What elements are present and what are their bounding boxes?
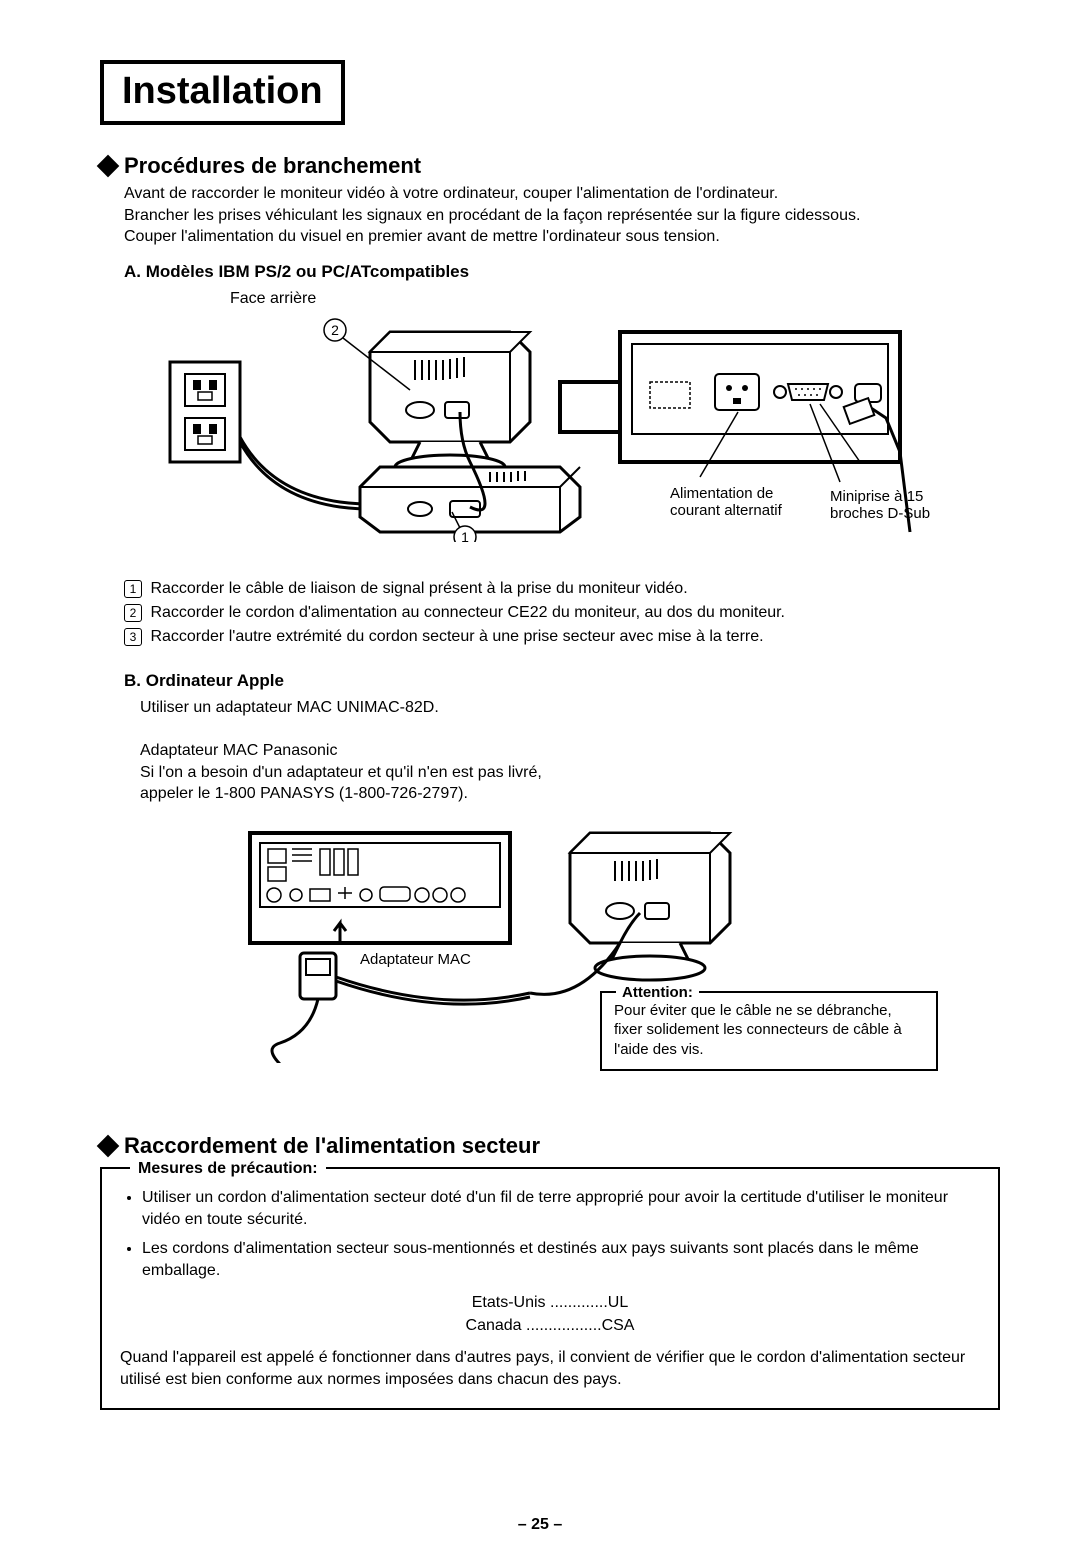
sub-heading-b: B. Ordinateur Apple [124, 671, 1000, 691]
step-num-2: 2 [124, 604, 142, 622]
precaution-label: Mesures de précaution: [130, 1158, 326, 1180]
label-ac-power: Alimentation de courant alternatif [670, 485, 820, 519]
intro-paragraph: Avant de raccorder le moniteur vidéo à v… [124, 183, 1000, 248]
attention-text: Pour éviter que le câble ne se débranche… [614, 1002, 902, 1058]
subB-line1: Utiliser un adaptateur MAC UNIMAC-82D. [140, 699, 439, 716]
precaution-note: Quand l'appareil est appelé é fonctionne… [120, 1347, 980, 1392]
figure-a: Face arrière [160, 290, 1000, 547]
attention-label: Attention: [616, 983, 699, 1003]
step-num-3: 3 [124, 628, 142, 646]
manual-page: Installation Procédures de branchement A… [0, 0, 1080, 1562]
subB-line3: Si l'on a besoin d'un adaptateur et qu'i… [140, 764, 542, 781]
step-2-text: Raccorder le cordon d'alimentation au co… [150, 604, 785, 621]
std-1: UL [608, 1294, 628, 1311]
sub-heading-a: A. Modèles IBM PS/2 ou PC/ATcompatibles [124, 262, 1000, 282]
precaution-bullets: Utiliser un cordon d'alimentation secteu… [120, 1187, 980, 1283]
bullet-1: Utiliser un cordon d'alimentation secteu… [142, 1187, 980, 1232]
face-arriere-label: Face arrière [230, 290, 1000, 308]
diamond-icon [97, 1134, 120, 1157]
country-1: Etats-Unis [472, 1294, 546, 1311]
diamond-icon [97, 155, 120, 178]
section-heading-procedures: Procédures de branchement [100, 153, 1000, 179]
heading-text-2: Raccordement de l'alimentation secteur [124, 1133, 540, 1159]
std-2: CSA [602, 1317, 635, 1334]
intro-line-3: Couper l'alimentation du visuel en premi… [124, 228, 720, 245]
page-number: – 25 – [0, 1516, 1080, 1534]
page-title-box: Installation [100, 60, 345, 125]
attention-box: Attention: Pour éviter que le câble ne s… [600, 991, 938, 1072]
step-3-text: Raccorder l'autre extrémité du cordon se… [150, 628, 763, 645]
svg-text:1: 1 [461, 529, 469, 542]
subB-line4: appeler le 1-800 PANASYS (1-800-726-2797… [140, 785, 468, 802]
subB-line2: Adaptateur MAC Panasonic [140, 742, 337, 759]
intro-line-1: Avant de raccorder le moniteur vidéo à v… [124, 185, 778, 202]
page-title: Installation [122, 70, 323, 112]
heading-text: Procédures de branchement [124, 153, 421, 179]
country-2: Canada [466, 1317, 522, 1334]
steps-list: 1 Raccorder le câble de liaison de signa… [124, 577, 1000, 649]
label-dsub: Miniprise à 15 broches D-Sub [830, 488, 960, 522]
figure-b: Adaptateur MAC Attention: Pour éviter qu… [240, 823, 1000, 1073]
adapter-mac-label: Adaptateur MAC [360, 951, 471, 968]
step-num-1: 1 [124, 580, 142, 598]
step-1-text: Raccorder le câble de liaison de signal … [150, 580, 687, 597]
cord-standards-table: Etats-Unis .............UL Canada ......… [120, 1292, 980, 1337]
section-heading-raccordement: Raccordement de l'alimentation secteur [100, 1133, 1000, 1159]
precaution-box: Mesures de précaution: Utiliser un cordo… [100, 1167, 1000, 1410]
svg-text:2: 2 [331, 322, 339, 338]
subB-text: Utiliser un adaptateur MAC UNIMAC-82D. A… [140, 697, 1000, 805]
intro-line-2: Brancher les prises véhiculant les signa… [124, 207, 860, 224]
bullet-2: Les cordons d'alimentation secteur sous-… [142, 1238, 980, 1283]
